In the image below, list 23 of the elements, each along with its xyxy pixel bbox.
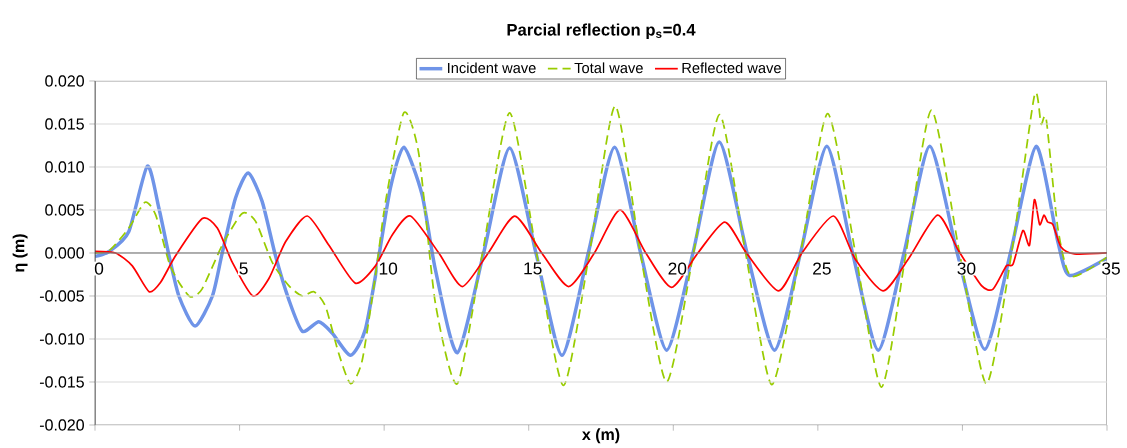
y-tick-label: 0.020 xyxy=(45,75,84,87)
x-tick-label: 15 xyxy=(524,262,542,275)
y-tick-label: 0.000 xyxy=(45,247,84,259)
y-tick-label: -0.010 xyxy=(39,333,84,345)
y-tick-label: 0.005 xyxy=(45,204,84,216)
y-tick-label: -0.005 xyxy=(39,290,84,302)
y-axis-title: η (m) xyxy=(12,234,28,272)
x-axis-title: x (m) xyxy=(582,428,620,444)
x-tick-label: 0 xyxy=(94,262,104,275)
y-tick-label: 0.015 xyxy=(45,118,84,130)
x-tick-label: 30 xyxy=(957,262,976,275)
x-tick-label: 10 xyxy=(379,262,398,275)
legend-label: Total wave xyxy=(574,62,643,74)
y-tick-label: -0.020 xyxy=(39,419,84,431)
x-tick-label: 25 xyxy=(813,262,831,275)
x-tick-label: 20 xyxy=(668,262,687,275)
x-tick-label: 5 xyxy=(239,262,248,275)
y-tick-label: 0.010 xyxy=(45,161,84,173)
legend-label: Reflected wave xyxy=(682,62,781,74)
y-tick-label: -0.015 xyxy=(39,376,84,388)
legend-label: Incident wave xyxy=(448,62,536,74)
chart-title: Parcial reflection p$_{s}$=0.4 xyxy=(507,23,696,39)
x-tick-label: 35 xyxy=(1102,262,1120,275)
